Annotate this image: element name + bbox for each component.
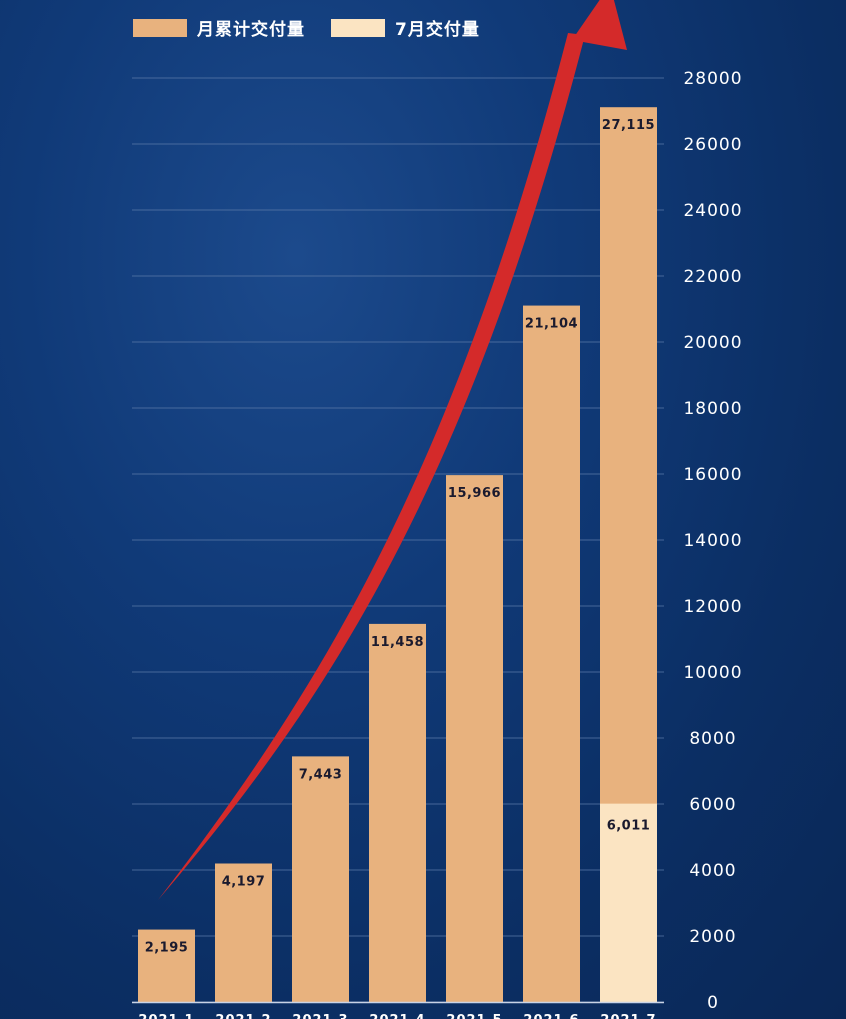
y-tick-label: 12000 xyxy=(683,597,742,617)
bar xyxy=(446,475,503,1002)
bar-value-label: 4,197 xyxy=(222,874,266,889)
legend-item-cumulative: 月累计交付量 xyxy=(133,15,305,40)
bar xyxy=(523,305,580,1002)
bar-value-label: 6,011 xyxy=(607,819,651,834)
y-tick-label: 6000 xyxy=(689,795,736,815)
bar xyxy=(600,803,657,1002)
y-tick-label: 22000 xyxy=(683,267,742,287)
x-tick-label: 2021.5 xyxy=(446,1013,502,1019)
y-tick-label: 18000 xyxy=(683,399,742,419)
y-tick-label: 8000 xyxy=(689,729,736,749)
y-tick-label: 10000 xyxy=(683,663,742,683)
y-tick-label: 16000 xyxy=(683,465,742,485)
bar-value-label: 11,458 xyxy=(371,635,424,650)
y-tick-label: 26000 xyxy=(683,135,742,155)
x-tick-label: 2021.7 xyxy=(600,1013,656,1019)
y-tick-label: 14000 xyxy=(683,531,742,551)
bar xyxy=(292,756,349,1002)
legend-swatch-cumulative xyxy=(133,18,187,37)
bar-value-label: 15,966 xyxy=(448,486,501,501)
y-tick-label: 20000 xyxy=(683,333,742,353)
bar-value-label: 7,443 xyxy=(299,767,343,782)
legend-swatch-july xyxy=(331,18,385,37)
x-tick-label: 2021.6 xyxy=(523,1013,579,1019)
x-tick-label: 2021.3 xyxy=(292,1013,348,1019)
bar-value-label: 21,104 xyxy=(525,317,578,332)
trend-arrow-head xyxy=(572,0,627,50)
x-tick-label: 2021.1 xyxy=(138,1013,194,1019)
y-tick-label: 2000 xyxy=(689,927,736,947)
y-tick-label: 0 xyxy=(707,993,719,1013)
bar xyxy=(138,929,195,1002)
bar xyxy=(369,623,426,1002)
y-tick-label: 28000 xyxy=(683,69,742,89)
y-tick-label: 4000 xyxy=(689,861,736,881)
y-tick-label: 24000 xyxy=(683,201,742,221)
bar-value-label: 2,195 xyxy=(145,941,189,956)
legend-label-cumulative: 月累计交付量 xyxy=(197,20,305,40)
legend-label-july: 7月交付量 xyxy=(395,20,480,40)
bar xyxy=(215,863,272,1002)
bar-value-label: 27,115 xyxy=(602,118,655,133)
x-tick-label: 2021.4 xyxy=(369,1013,425,1019)
legend-item-july: 7月交付量 xyxy=(331,15,480,40)
legend: 月累计交付量 7月交付量 xyxy=(133,15,506,40)
x-tick-label: 2021.2 xyxy=(215,1013,271,1019)
